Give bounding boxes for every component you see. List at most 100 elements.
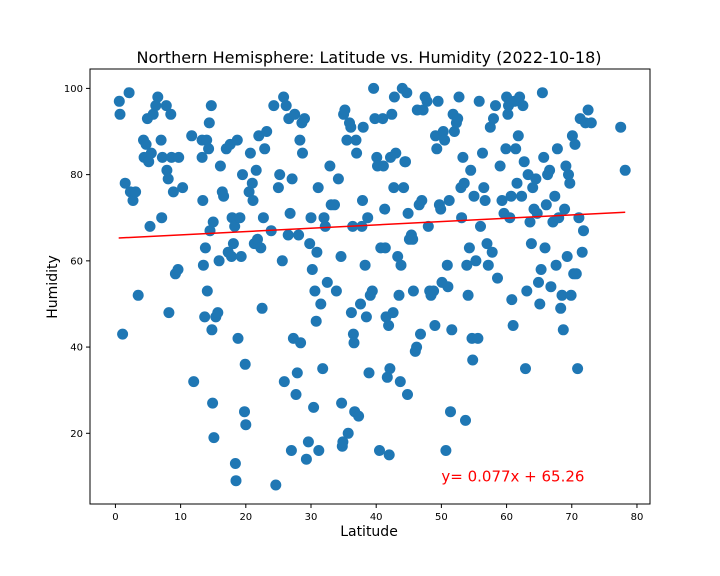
data-point bbox=[402, 389, 413, 400]
data-point bbox=[512, 130, 524, 142]
data-point bbox=[309, 285, 321, 297]
data-point bbox=[578, 225, 589, 237]
data-point bbox=[351, 147, 363, 159]
data-point bbox=[507, 320, 519, 331]
data-point bbox=[374, 445, 385, 456]
data-point bbox=[237, 169, 248, 181]
data-point bbox=[520, 363, 531, 375]
data-point bbox=[240, 419, 252, 431]
data-point bbox=[213, 255, 225, 267]
data-point bbox=[457, 151, 469, 163]
data-point bbox=[460, 414, 471, 426]
data-point bbox=[357, 195, 368, 206]
data-point bbox=[306, 264, 318, 275]
data-point bbox=[486, 246, 498, 258]
data-point bbox=[145, 147, 157, 159]
data-point bbox=[143, 156, 155, 168]
data-point bbox=[117, 328, 129, 340]
data-point bbox=[521, 285, 533, 297]
data-point bbox=[394, 376, 406, 388]
data-point bbox=[353, 410, 365, 422]
data-point bbox=[226, 212, 238, 224]
data-point bbox=[400, 156, 411, 168]
data-point bbox=[538, 151, 550, 163]
data-point bbox=[278, 376, 290, 388]
data-point bbox=[341, 134, 353, 146]
data-point bbox=[524, 216, 536, 228]
data-point bbox=[570, 268, 582, 280]
data-point bbox=[286, 173, 298, 185]
data-point bbox=[348, 337, 360, 349]
data-point bbox=[384, 363, 396, 375]
data-point bbox=[130, 186, 142, 198]
data-point bbox=[368, 82, 380, 94]
data-point bbox=[261, 126, 273, 137]
data-point bbox=[443, 195, 455, 206]
data-point bbox=[505, 190, 517, 202]
data-point bbox=[549, 190, 561, 202]
data-point bbox=[205, 100, 217, 112]
data-point bbox=[402, 207, 414, 219]
data-point bbox=[167, 186, 179, 198]
data-point bbox=[559, 203, 571, 215]
data-point bbox=[395, 259, 407, 271]
x-tick-label: 0 bbox=[112, 512, 118, 523]
regression-line-layer bbox=[118, 211, 626, 239]
data-point bbox=[156, 151, 168, 163]
data-point bbox=[144, 220, 156, 232]
data-point bbox=[563, 169, 574, 181]
data-point bbox=[315, 298, 327, 310]
data-point bbox=[127, 195, 139, 206]
data-point bbox=[173, 151, 185, 163]
data-point bbox=[484, 121, 496, 133]
data-point bbox=[160, 100, 172, 112]
data-point bbox=[446, 324, 458, 336]
data-point bbox=[467, 354, 479, 366]
data-point bbox=[255, 242, 267, 254]
data-point bbox=[560, 160, 572, 172]
data-point bbox=[564, 177, 576, 189]
regression-equation: y= 0.077x + 65.26 bbox=[441, 467, 584, 485]
data-point bbox=[407, 285, 419, 297]
data-point bbox=[359, 259, 371, 271]
data-point bbox=[428, 285, 440, 297]
data-point bbox=[363, 367, 375, 379]
data-point bbox=[257, 212, 269, 224]
data-point bbox=[388, 182, 400, 194]
data-point bbox=[300, 453, 312, 465]
data-point bbox=[481, 238, 493, 250]
data-point bbox=[472, 332, 484, 344]
data-point bbox=[379, 203, 391, 215]
data-point bbox=[463, 242, 475, 254]
regression-line bbox=[118, 211, 626, 239]
data-point bbox=[119, 177, 131, 189]
data-point bbox=[207, 397, 219, 409]
y-tick-label: 80 bbox=[70, 170, 83, 181]
data-point bbox=[156, 212, 168, 224]
data-point bbox=[530, 173, 542, 185]
data-point bbox=[437, 126, 449, 137]
y-axis-label: Humidity bbox=[45, 255, 61, 318]
data-point bbox=[458, 177, 470, 189]
y-tick-label: 100 bbox=[64, 84, 83, 95]
data-point bbox=[377, 160, 389, 172]
data-point bbox=[479, 195, 491, 206]
data-point bbox=[379, 242, 391, 254]
data-point bbox=[319, 220, 331, 232]
data-point bbox=[429, 320, 441, 331]
data-point bbox=[227, 238, 239, 250]
data-point bbox=[293, 229, 305, 241]
data-point bbox=[140, 138, 152, 150]
data-point bbox=[465, 164, 477, 176]
data-point bbox=[230, 475, 242, 487]
data-point bbox=[517, 100, 529, 112]
x-tick-label: 60 bbox=[500, 512, 513, 523]
data-point bbox=[332, 173, 344, 185]
data-point bbox=[557, 324, 569, 336]
data-point bbox=[282, 229, 294, 241]
data-point bbox=[482, 259, 494, 271]
data-point bbox=[415, 328, 426, 340]
data-point bbox=[371, 151, 383, 163]
data-point bbox=[243, 186, 255, 198]
data-point bbox=[478, 182, 490, 194]
